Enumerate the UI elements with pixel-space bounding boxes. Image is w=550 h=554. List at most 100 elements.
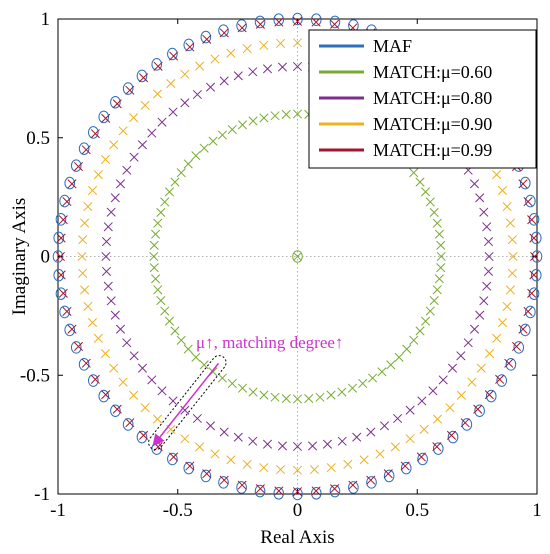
cross-marker: [445, 403, 455, 413]
cross-marker: [420, 316, 431, 326]
origin-circle-marker: [292, 250, 303, 263]
cross-marker: [383, 469, 393, 479]
cross-marker: [348, 480, 358, 490]
cross-marker: [347, 383, 358, 393]
cross-marker: [476, 363, 486, 373]
cross-marker: [151, 229, 161, 239]
cross-marker: [409, 335, 419, 345]
cross-marker: [202, 34, 212, 44]
cross-marker: [259, 463, 269, 473]
circle-marker: [254, 15, 266, 29]
cross-marker: [483, 266, 494, 276]
cross-marker: [109, 140, 119, 150]
cross-marker: [292, 38, 303, 48]
circle-marker: [236, 481, 247, 494]
cross-marker: [416, 452, 426, 462]
cross-marker: [67, 179, 77, 189]
cross-marker: [402, 344, 412, 354]
cross-marker: [469, 324, 480, 334]
cross-marker: [292, 465, 303, 475]
cross-marker: [436, 240, 446, 250]
cross-marker: [415, 177, 425, 187]
y-axis-label: Imaginary Axis: [9, 198, 30, 316]
cross-marker: [475, 193, 485, 203]
circle-marker: [183, 461, 195, 475]
cross-marker: [81, 145, 91, 155]
circle-marker: [254, 484, 266, 498]
circle-marker: [519, 176, 531, 190]
cross-marker: [129, 152, 139, 162]
cross-marker: [386, 360, 396, 370]
cross-marker: [307, 441, 318, 451]
y-tick-label: -1: [34, 484, 50, 505]
cross-marker: [152, 89, 163, 99]
cross-marker: [292, 16, 303, 26]
cross-marker: [62, 197, 72, 207]
circle-marker: [461, 418, 473, 431]
cross-marker: [527, 288, 537, 298]
circle-marker: [98, 110, 110, 124]
cross-marker: [147, 128, 157, 138]
cross-marker: [456, 351, 466, 361]
cross-marker: [153, 218, 163, 228]
cross-marker: [311, 486, 321, 496]
cross-marker: [101, 266, 112, 276]
cross-marker: [242, 459, 252, 469]
cross-marker: [495, 374, 505, 384]
cross-marker: [523, 306, 533, 316]
cross-marker: [326, 463, 336, 473]
cross-marker: [153, 285, 163, 295]
cross-marker: [505, 285, 515, 295]
circle-marker: [183, 38, 195, 52]
legend-label: MATCH:μ=0.80: [373, 88, 492, 108]
cross-marker: [292, 61, 303, 72]
cross-marker: [425, 197, 435, 207]
cross-marker: [101, 113, 111, 123]
cross-marker: [199, 360, 209, 370]
cross-marker: [87, 317, 98, 328]
cross-marker: [110, 310, 120, 320]
cross-marker: [390, 442, 400, 452]
cross-marker: [394, 352, 404, 362]
cross-marker: [137, 140, 148, 150]
cross-marker: [185, 42, 195, 52]
cross-marker: [484, 390, 494, 400]
cross-marker: [281, 109, 291, 119]
cross-marker: [219, 427, 229, 437]
cross-marker: [259, 40, 269, 50]
circle-marker: [59, 194, 70, 208]
cross-marker: [315, 392, 325, 402]
cross-marker: [77, 251, 87, 262]
cross-marker: [149, 263, 159, 273]
x-tick-label: -1: [50, 500, 66, 521]
cross-marker: [529, 270, 539, 280]
cross-marker: [217, 373, 227, 383]
annotation-text: μ↑, matching degree↑: [196, 333, 343, 352]
circle-marker: [236, 19, 247, 32]
circle-marker: [292, 12, 303, 26]
cross-marker: [292, 441, 303, 452]
circle-marker: [496, 374, 508, 387]
cross-marker: [226, 48, 236, 58]
circle-marker: [53, 231, 65, 245]
cross-marker: [227, 124, 237, 135]
cross-marker: [504, 358, 514, 368]
cross-marker: [330, 484, 340, 494]
cross-marker: [438, 375, 448, 385]
cross-marker: [507, 268, 517, 278]
cross-marker: [309, 465, 319, 475]
cross-marker: [219, 28, 229, 38]
cross-marker: [90, 129, 100, 139]
cross-marker: [219, 76, 229, 86]
cross-marker: [176, 168, 186, 178]
cross-marker: [103, 222, 113, 232]
cross-marker: [106, 207, 116, 217]
circle-marker: [383, 469, 395, 483]
circle-marker: [87, 126, 99, 139]
cross-marker: [446, 430, 457, 440]
cross-marker: [262, 439, 273, 449]
circle-marker: [78, 358, 90, 371]
cross-marker: [180, 405, 190, 415]
circle-marker: [53, 268, 65, 282]
cross-marker: [78, 268, 88, 278]
